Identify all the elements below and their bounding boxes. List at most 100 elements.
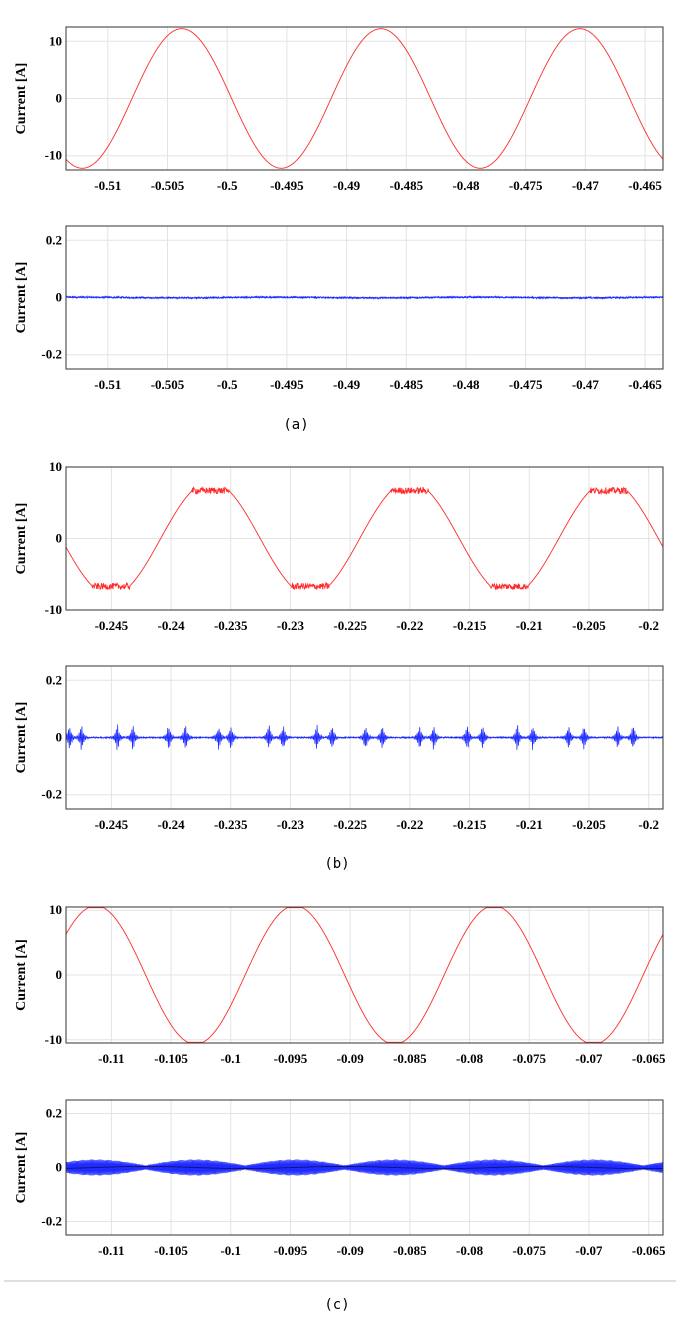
x-tick-label: -0.495 bbox=[270, 178, 304, 193]
series-line-a-top bbox=[66, 28, 663, 169]
x-tick-label: -0.51 bbox=[94, 377, 121, 392]
axes-frame bbox=[65, 665, 664, 810]
x-tick-label: -0.09 bbox=[337, 1051, 365, 1066]
y-tick-label: -10 bbox=[45, 148, 62, 163]
x-tick-label: -0.105 bbox=[154, 1051, 188, 1066]
x-tick-label: -0.225 bbox=[333, 618, 367, 633]
y-tick-label: 0 bbox=[56, 730, 63, 745]
chart-panel-c-bottom: -0.11 -0.105 -0.1 -0.095 -0.09 -0.085 -0.08 -0.… bbox=[14, 1099, 666, 1258]
x-tick-label: -0.1 bbox=[220, 1243, 241, 1258]
x-tick-label: -0.09 bbox=[337, 1243, 365, 1258]
x-tick-label: -0.475 bbox=[509, 178, 543, 193]
x-tick-label: -0.07 bbox=[575, 1243, 603, 1258]
x-tick-label: -0.205 bbox=[572, 817, 606, 832]
x-tick-label: -0.205 bbox=[572, 618, 606, 633]
x-tick-label: -0.47 bbox=[572, 377, 600, 392]
y-tick-label: 0 bbox=[56, 1160, 63, 1175]
x-tick-label: -0.245 bbox=[95, 618, 129, 633]
x-tick-label: -0.23 bbox=[277, 817, 305, 832]
x-tick-label: -0.24 bbox=[158, 618, 186, 633]
y-tick-label: 0 bbox=[56, 531, 63, 546]
x-tick-label: -0.07 bbox=[575, 1051, 603, 1066]
x-tick-label: -0.085 bbox=[393, 1051, 427, 1066]
series-line-b-top bbox=[66, 486, 663, 591]
caption-c: (c) bbox=[324, 1297, 349, 1313]
y-tick-label: -0.2 bbox=[41, 1214, 62, 1229]
x-tick-label: -0.085 bbox=[393, 1243, 427, 1258]
x-tick-label: -0.51 bbox=[94, 178, 121, 193]
x-tick-label: -0.465 bbox=[628, 178, 662, 193]
axes-frame bbox=[65, 26, 664, 171]
x-tick-label: -0.505 bbox=[151, 178, 185, 193]
x-tick-label: -0.485 bbox=[389, 178, 423, 193]
x-tick-label: -0.235 bbox=[214, 618, 248, 633]
x-tick-label: -0.105 bbox=[154, 1243, 188, 1258]
x-tick-label: -0.075 bbox=[512, 1243, 546, 1258]
axes-frame bbox=[65, 225, 664, 370]
series-line-c-bottom bbox=[66, 1159, 663, 1176]
series-line-a-bottom bbox=[66, 294, 663, 300]
caption-b: (b) bbox=[324, 856, 349, 872]
x-tick-label: -0.215 bbox=[453, 618, 487, 633]
y-axis-label: Current [A] bbox=[14, 939, 29, 1011]
y-axis-label: Current [A] bbox=[14, 503, 29, 575]
caption-a: (a) bbox=[283, 417, 308, 433]
x-tick-label: -0.24 bbox=[158, 817, 186, 832]
x-tick-label: -0.245 bbox=[95, 817, 129, 832]
y-tick-label: -10 bbox=[45, 1032, 62, 1047]
x-tick-label: -0.5 bbox=[217, 377, 238, 392]
y-tick-label: 0.2 bbox=[46, 672, 62, 687]
x-tick-label: -0.225 bbox=[333, 817, 367, 832]
x-tick-label: -0.475 bbox=[509, 377, 543, 392]
x-tick-label: -0.11 bbox=[98, 1051, 124, 1066]
y-tick-label: 0 bbox=[56, 91, 63, 106]
x-tick-label: -0.48 bbox=[452, 377, 480, 392]
y-tick-label: -10 bbox=[45, 602, 62, 617]
series-centerline-c-bottom bbox=[66, 1166, 663, 1169]
chart-panel-c-top: -0.11 -0.105 -0.1 -0.095 -0.09 -0.085 -0.08 -0.… bbox=[14, 902, 666, 1066]
x-tick-label: -0.48 bbox=[452, 178, 480, 193]
x-tick-label: -0.11 bbox=[98, 1243, 124, 1258]
y-axis-label: Current [A] bbox=[14, 1132, 29, 1204]
x-tick-label: -0.495 bbox=[270, 377, 304, 392]
x-tick-label: -0.215 bbox=[453, 817, 487, 832]
x-tick-label: -0.23 bbox=[277, 618, 305, 633]
y-tick-label: 10 bbox=[49, 902, 62, 917]
y-tick-label: 10 bbox=[49, 33, 62, 48]
x-tick-label: -0.21 bbox=[516, 817, 543, 832]
chart-panel-b-top: -0.245 -0.24 -0.235 -0.23 -0.225 -0.22 -0.215 -… bbox=[14, 459, 664, 633]
x-tick-label: -0.22 bbox=[396, 817, 423, 832]
axes-frame bbox=[65, 906, 664, 1044]
axes-frame bbox=[65, 1099, 664, 1236]
y-axis-label: Current [A] bbox=[14, 63, 29, 135]
x-tick-label: -0.08 bbox=[456, 1243, 484, 1258]
y-tick-label: 0 bbox=[56, 967, 63, 982]
x-tick-label: -0.065 bbox=[632, 1243, 666, 1258]
x-tick-label: -0.1 bbox=[220, 1051, 241, 1066]
series-line-b-bottom bbox=[66, 724, 663, 751]
y-tick-label: 0.2 bbox=[46, 1106, 62, 1121]
x-tick-label: -0.47 bbox=[572, 178, 600, 193]
x-tick-label: -0.08 bbox=[456, 1051, 484, 1066]
chart-panel-a-top: -0.51 -0.505 -0.5 -0.495 -0.49 -0.485 -0.48 -0.… bbox=[14, 26, 664, 193]
y-tick-label: 0 bbox=[56, 290, 63, 305]
x-tick-label: -0.22 bbox=[396, 618, 423, 633]
x-tick-label: -0.095 bbox=[274, 1051, 308, 1066]
series-line-c-top bbox=[66, 907, 663, 1043]
y-tick-label: 0.2 bbox=[46, 232, 62, 247]
chart-panel-a-bottom: -0.51 -0.505 -0.5 -0.495 -0.49 -0.485 -0.48 -0.… bbox=[14, 225, 664, 392]
chart-panel-b-bottom: -0.245 -0.24 -0.235 -0.23 -0.225 -0.22 -0.215 -… bbox=[14, 665, 664, 832]
x-tick-label: -0.485 bbox=[389, 377, 423, 392]
x-tick-label: -0.2 bbox=[638, 817, 659, 832]
x-tick-label: -0.505 bbox=[151, 377, 185, 392]
x-tick-label: -0.065 bbox=[632, 1051, 666, 1066]
x-tick-label: -0.2 bbox=[638, 618, 659, 633]
x-tick-label: -0.075 bbox=[512, 1051, 546, 1066]
x-tick-label: -0.465 bbox=[628, 377, 662, 392]
x-tick-label: -0.5 bbox=[217, 178, 238, 193]
x-tick-label: -0.235 bbox=[214, 817, 248, 832]
x-tick-label: -0.21 bbox=[516, 618, 543, 633]
y-axis-label: Current [A] bbox=[14, 702, 29, 774]
x-tick-label: -0.095 bbox=[274, 1243, 308, 1258]
